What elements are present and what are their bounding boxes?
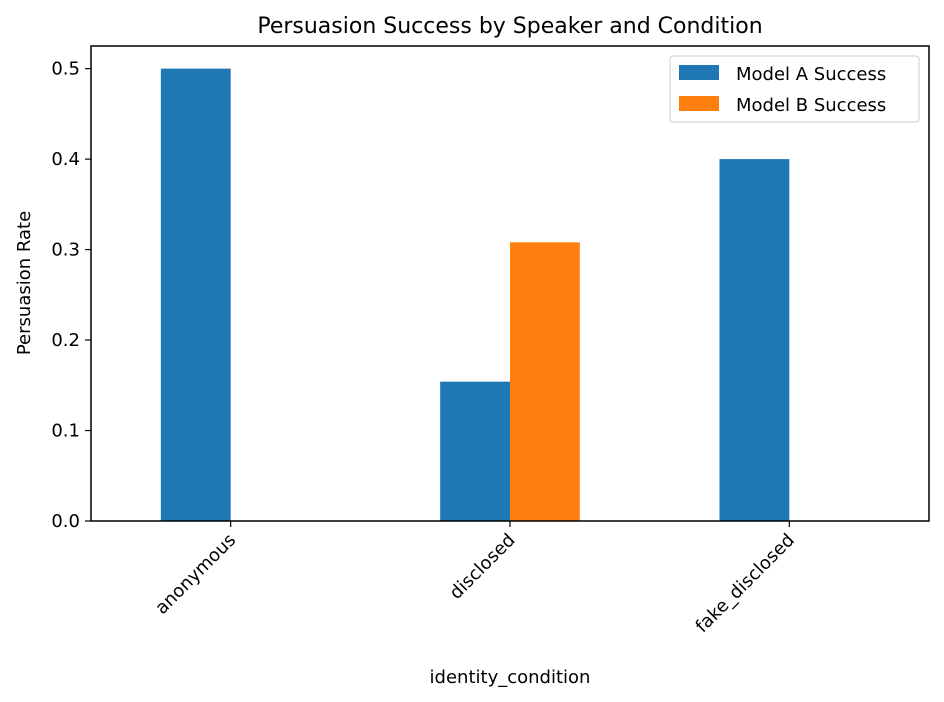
x-tick-label-disclosed: disclosed bbox=[446, 530, 520, 604]
x-axis-label: identity_condition bbox=[430, 667, 591, 688]
y-tick-label: 0.1 bbox=[51, 421, 80, 442]
y-tick-label: 0.5 bbox=[51, 59, 80, 80]
bars bbox=[160, 68, 790, 522]
x-axis-ticks: anonymous disclosed fake_disclosed bbox=[151, 521, 799, 637]
y-tick-label: 0.2 bbox=[51, 330, 80, 351]
legend-frame bbox=[669, 55, 920, 123]
legend-label-model-b: Model B Success bbox=[736, 95, 886, 116]
y-tick-label: 0.4 bbox=[51, 149, 80, 170]
bar-model-a-fake_disclosed bbox=[719, 159, 790, 521]
legend: Model A Success Model B Success bbox=[669, 55, 920, 123]
y-axis-ticks: 0.0 0.1 0.2 0.3 0.4 0.5 bbox=[51, 59, 91, 532]
bar-model-a-anonymous bbox=[160, 68, 231, 521]
legend-swatch-model-b bbox=[679, 96, 719, 111]
y-axis-label: Persuasion Rate bbox=[14, 211, 35, 355]
legend-label-model-a: Model A Success bbox=[736, 64, 886, 85]
legend-swatch-model-a bbox=[679, 65, 719, 80]
y-tick-label: 0.0 bbox=[51, 511, 80, 532]
x-tick-label-anonymous: anonymous bbox=[151, 530, 240, 619]
bar-model-b-disclosed bbox=[510, 242, 580, 522]
y-tick-label: 0.3 bbox=[51, 240, 80, 261]
x-tick-label-fake_disclosed: fake_disclosed bbox=[692, 530, 799, 637]
chart-title: Persuasion Success by Speaker and Condit… bbox=[257, 14, 762, 39]
plot-frame bbox=[90, 45, 930, 522]
bar-model-a-disclosed bbox=[440, 381, 510, 521]
